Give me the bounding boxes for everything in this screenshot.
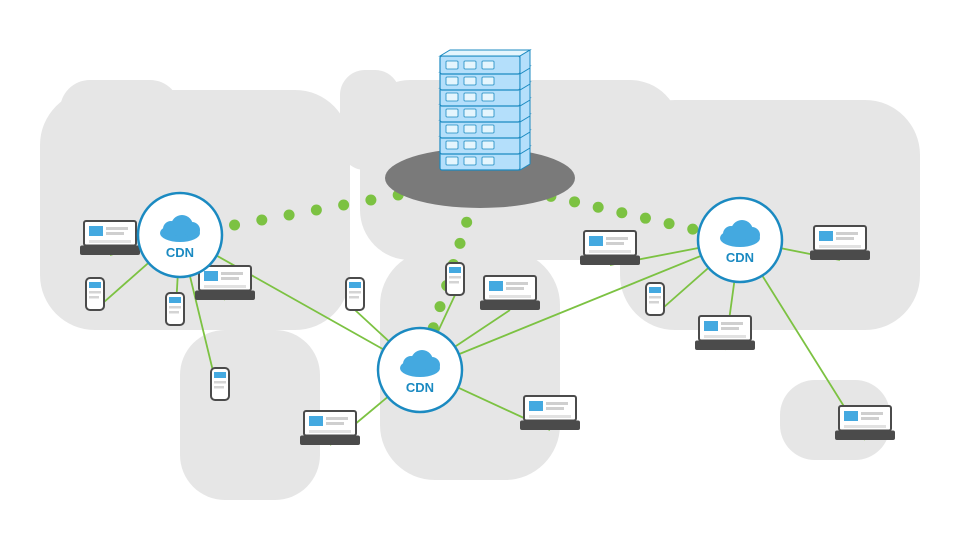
- device-laptop: [580, 231, 640, 265]
- dotted-link-dot: [338, 200, 349, 211]
- dotted-link-dot: [311, 205, 322, 216]
- map-landmass: [340, 70, 400, 170]
- cdn-node: CDN: [138, 193, 222, 277]
- device-phone: [211, 368, 229, 400]
- device-laptop: [195, 266, 255, 300]
- device-laptop: [810, 226, 870, 260]
- dotted-link-dot: [593, 202, 604, 213]
- dotted-link-dot: [569, 196, 580, 207]
- device-laptop: [835, 406, 895, 440]
- cdn-label: CDN: [166, 245, 194, 260]
- dotted-link-dot: [461, 217, 472, 228]
- server-unit: [440, 50, 530, 74]
- dotted-link-dot: [687, 224, 698, 235]
- cdn-network-diagram: CDN CDN CDN: [0, 0, 960, 540]
- dotted-link-dot: [256, 215, 267, 226]
- device-laptop: [80, 221, 140, 255]
- dotted-link-dot: [640, 213, 651, 224]
- cdn-node: CDN: [698, 198, 782, 282]
- dotted-link-dot: [365, 195, 376, 206]
- dotted-link-dot: [229, 220, 240, 231]
- dotted-link-dot: [435, 301, 446, 312]
- map-landmass: [60, 80, 180, 150]
- dotted-link-dot: [455, 238, 466, 249]
- device-laptop: [480, 276, 540, 310]
- cdn-node: CDN: [378, 328, 462, 412]
- map-landmass: [180, 330, 320, 500]
- dotted-link-dot: [284, 210, 295, 221]
- device-phone: [346, 278, 364, 310]
- dotted-link-dot: [616, 207, 627, 218]
- device-laptop: [520, 396, 580, 430]
- cdn-label: CDN: [726, 250, 754, 265]
- device-laptop: [695, 316, 755, 350]
- device-phone: [646, 283, 664, 315]
- device-phone: [86, 278, 104, 310]
- dotted-link-dot: [664, 218, 675, 229]
- device-phone: [446, 263, 464, 295]
- device-phone: [166, 293, 184, 325]
- cdn-label: CDN: [406, 380, 434, 395]
- device-laptop: [300, 411, 360, 445]
